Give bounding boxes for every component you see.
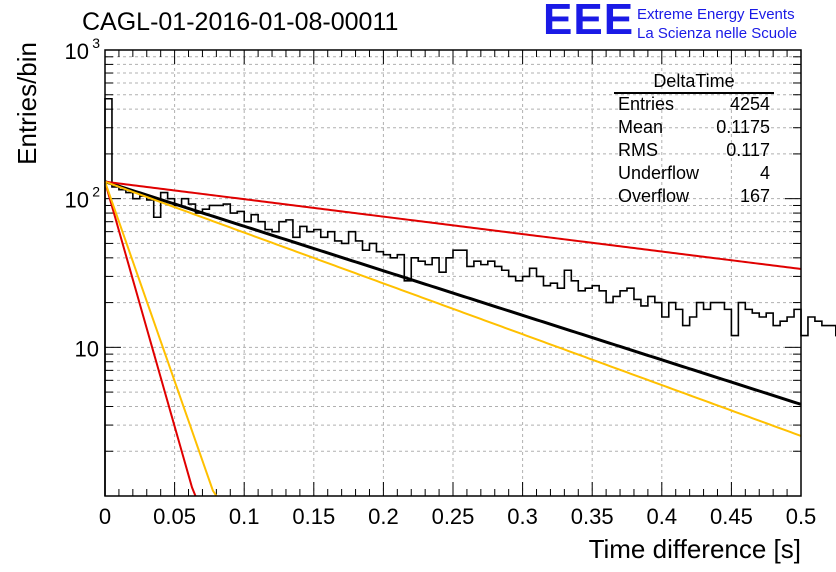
x-tick-label: 0.5 xyxy=(786,504,817,529)
y-tick-label: 10 xyxy=(65,188,89,213)
stats-value: 0.1175 xyxy=(716,117,770,137)
x-tick-label: 0.3 xyxy=(507,504,538,529)
x-tick-label: 0.15 xyxy=(292,504,335,529)
fit-slow-component-curve xyxy=(104,180,802,270)
x-tick-label: 0 xyxy=(99,504,111,529)
eee-logo-mark: EEE xyxy=(543,0,635,44)
y-axis-title: Entries/bin xyxy=(12,42,42,165)
stats-value: 167 xyxy=(739,186,770,206)
y-tick-label: 10 xyxy=(75,336,99,361)
x-tick-label: 0.1 xyxy=(229,504,260,529)
chart-title: CAGL-01-2016-01-08-00011 xyxy=(82,8,399,36)
y-tick-exponent: 3 xyxy=(92,35,100,51)
y-tick-exponent: 2 xyxy=(92,184,100,200)
stats-value: 4254 xyxy=(729,94,770,114)
x-axis-title: Time difference [s] xyxy=(589,534,801,564)
stats-key: RMS xyxy=(618,140,658,160)
x-tick-label: 0.35 xyxy=(571,504,614,529)
y-tick-label: 10 xyxy=(65,39,89,64)
logo-line-1: Extreme Energy Events xyxy=(637,6,795,23)
x-tick-label: 0.25 xyxy=(432,504,475,529)
fit-curves xyxy=(104,180,802,497)
stats-key: Entries xyxy=(618,94,675,114)
stats-key: Underflow xyxy=(618,163,700,183)
x-tick-label: 0.4 xyxy=(647,504,678,529)
logo-line-2: La Scienza nelle Scuole xyxy=(637,25,798,42)
x-tick-label: 0.05 xyxy=(153,504,196,529)
stats-key: Mean xyxy=(618,117,664,137)
x-tick-label: 0.2 xyxy=(368,504,399,529)
fit-fast-component-curve xyxy=(104,181,197,497)
stats-box-title: DeltaTime xyxy=(614,70,774,94)
stats-key: Overflow xyxy=(618,186,690,206)
x-tick-label: 0.45 xyxy=(710,504,753,529)
histogram-steps xyxy=(104,97,836,496)
fit-slow-component-curve xyxy=(104,180,802,437)
fit-fast-component-curve xyxy=(104,181,218,497)
stats-value: 0.117 xyxy=(726,140,770,160)
plot-frame xyxy=(104,49,802,497)
stats-value: 4 xyxy=(759,163,770,183)
grid-lines xyxy=(105,50,801,496)
fit-total-curve xyxy=(104,180,802,406)
